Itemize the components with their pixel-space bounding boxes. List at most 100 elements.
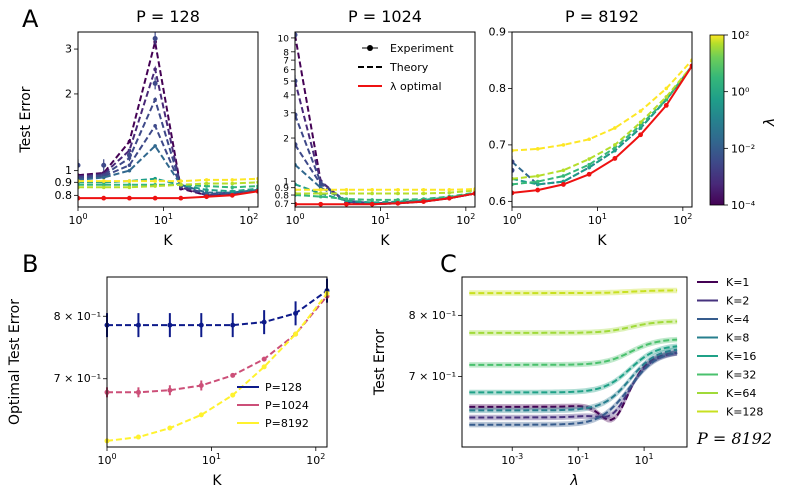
data-point xyxy=(135,322,141,328)
legend-label: P=1024 xyxy=(265,399,309,412)
colorbar-ticks: 10² 10⁰ 10⁻² 10⁻⁴ xyxy=(724,29,756,212)
optimal-point xyxy=(638,132,643,138)
experiment-point xyxy=(613,143,617,147)
experiment-point xyxy=(101,175,106,180)
experiment-point xyxy=(664,97,669,102)
data-point xyxy=(261,319,267,325)
optimal-point xyxy=(178,195,184,201)
chart-a-p128: 100 101 102 0.80.91 2 3 P = 128 K Test Error xyxy=(18,7,259,249)
panel-label-c: C xyxy=(440,250,457,278)
colorbar-tick-label: 10⁰ xyxy=(731,86,750,99)
experiment-point xyxy=(153,144,157,148)
experiment-point xyxy=(561,168,566,173)
theory-line-k16 xyxy=(469,345,678,394)
legend-label: K=8 xyxy=(726,332,749,345)
experiment-point xyxy=(421,188,426,192)
x-tick-label: 102 xyxy=(673,212,692,227)
experiment-point xyxy=(664,95,669,99)
experiment-marker xyxy=(152,80,158,86)
experiment-point xyxy=(179,182,183,187)
experiment-point xyxy=(127,168,132,173)
experiment-marker xyxy=(152,36,158,42)
x-axis-label: K xyxy=(380,233,390,249)
y-axis-label: Optimal Test Error xyxy=(7,299,23,425)
experiment-point xyxy=(370,191,374,196)
optimal-point xyxy=(535,187,541,193)
experiment-point xyxy=(613,148,617,153)
theory-line xyxy=(78,181,258,189)
experiment-point xyxy=(561,174,566,178)
optimal-point xyxy=(152,195,158,201)
legend-optimal-label: λ optimal xyxy=(390,80,442,93)
theory-line xyxy=(78,177,258,183)
data-point xyxy=(230,372,236,378)
y-tick-label: 7 × 10⁻¹ xyxy=(409,370,456,383)
data-point xyxy=(230,322,236,328)
experiment-point xyxy=(396,191,400,196)
y-tick-label: 1 xyxy=(283,178,289,188)
x-axis-label: K xyxy=(163,233,173,249)
optimal-point xyxy=(127,195,132,201)
experiment-point xyxy=(204,188,209,192)
axes-frame xyxy=(294,31,476,208)
experiment-point xyxy=(638,126,643,130)
theory-line xyxy=(512,65,692,180)
experiment-point xyxy=(204,190,209,195)
theory-line xyxy=(295,183,475,204)
experiment-band xyxy=(469,318,678,336)
theory-line-k128 xyxy=(469,289,678,295)
data-point xyxy=(135,434,141,440)
experiment-point xyxy=(153,179,157,183)
x-tick-label: 10-1 xyxy=(567,452,589,467)
experiment-point xyxy=(153,184,157,188)
experiment-marker xyxy=(512,159,515,165)
optimal-point xyxy=(421,199,426,204)
legend-a: Experiment Theory λ optimal xyxy=(358,42,454,93)
legend-label: K=1 xyxy=(726,276,749,289)
optimal-point xyxy=(395,200,401,206)
x-axis-label: K xyxy=(597,233,607,249)
x-tick-label: 100 xyxy=(285,212,304,227)
legend-label: K=128 xyxy=(726,406,763,419)
legend-c: K=1 K=2 K=4 K=8 K=16 K=32 K=64 K=128 xyxy=(697,276,763,419)
theory-line-k1 xyxy=(469,351,678,421)
experiment-marker xyxy=(126,152,132,158)
experiment-point xyxy=(344,191,349,196)
legend-b: P=128 P=1024 P=8192 xyxy=(237,381,309,430)
data-point xyxy=(293,310,299,316)
experiment-band xyxy=(469,346,678,414)
experiment-marker xyxy=(295,142,298,148)
x-tick-label: 101 xyxy=(635,452,654,467)
legend-theory-label: Theory xyxy=(389,61,429,74)
experiment-point xyxy=(535,147,540,151)
y-tick-label: 8 × 10⁻¹ xyxy=(54,310,101,323)
legend-experiment-marker xyxy=(367,45,373,51)
experiment-point xyxy=(638,120,643,125)
experiment-point xyxy=(101,185,106,190)
series-line-p128 xyxy=(107,289,328,327)
x-axis-label: λ xyxy=(569,473,578,489)
colorbar-label: λ xyxy=(762,118,778,127)
data-point xyxy=(261,356,267,362)
y-tick-label: 0.7 xyxy=(275,200,289,210)
experiment-point xyxy=(344,197,349,201)
experiment-point xyxy=(230,181,235,186)
experiment-point xyxy=(127,139,132,144)
data-point xyxy=(167,425,173,431)
colorbar: 10² 10⁰ 10⁻² 10⁻⁴ λ xyxy=(709,29,778,212)
experiment-point xyxy=(587,157,591,161)
optimal-point xyxy=(344,201,349,207)
x-tick-label: 102 xyxy=(456,212,475,227)
theory-line xyxy=(512,59,692,152)
chart-b-optimal: 100 101 102 7 × 10⁻¹ 8 × 10⁻¹ K Optimal Test E… xyxy=(7,276,330,489)
data-point xyxy=(135,389,141,395)
data-point xyxy=(167,322,173,328)
optimal-line xyxy=(295,192,475,206)
y-tick-label: 0.7 xyxy=(489,138,507,151)
theory-line xyxy=(78,96,258,195)
x-tick-label: 10-3 xyxy=(501,452,523,467)
experiment-band xyxy=(469,350,678,421)
chart-title: P = 128 xyxy=(136,7,200,26)
axes-frame xyxy=(77,31,259,208)
theory-line-k4 xyxy=(469,352,678,426)
